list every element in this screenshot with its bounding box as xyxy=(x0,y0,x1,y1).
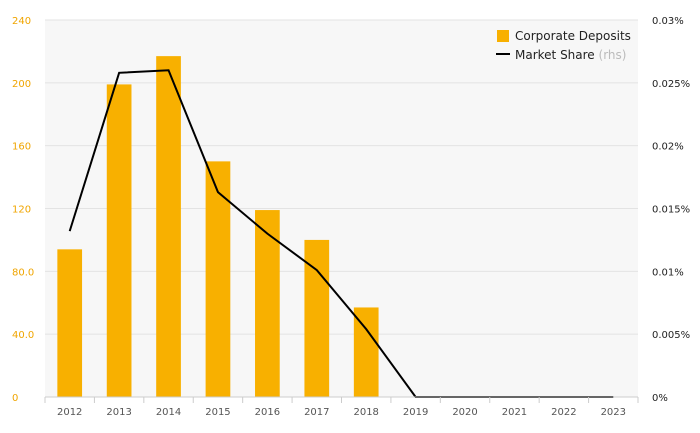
right-tick-label: 0.01% xyxy=(652,267,684,278)
x-tick-label: 2022 xyxy=(551,407,576,418)
right-tick-label: 0.03% xyxy=(652,16,684,27)
left-axis: 0 40.0 80.0 120 160 200 240 xyxy=(12,16,34,404)
x-tick-label: 2014 xyxy=(156,407,181,418)
bar-corporate-deposits xyxy=(205,161,231,397)
left-tick-label: 40.0 xyxy=(12,330,34,341)
legend-label-market-share-text: Market Share xyxy=(515,48,595,62)
bar-corporate-deposits xyxy=(156,56,181,398)
x-tick-label: 2016 xyxy=(255,407,280,418)
x-tick-label: 2017 xyxy=(304,407,329,418)
right-axis: 0% 0.005% 0.01% 0.015% 0.02% 0.025% 0.03% xyxy=(652,16,690,404)
x-tick-label: 2023 xyxy=(601,407,626,418)
legend-swatch-corporate-deposits xyxy=(497,30,509,42)
grid xyxy=(45,19,638,335)
left-tick-label: 200 xyxy=(12,79,31,90)
legend: Corporate Deposits Market Share (rhs) xyxy=(496,29,631,62)
x-tick-label: 2019 xyxy=(403,407,428,418)
bar-corporate-deposits xyxy=(57,249,83,397)
x-tick-label: 2018 xyxy=(353,407,378,418)
bar-corporate-deposits xyxy=(304,239,330,397)
x-tick-label: 2021 xyxy=(502,407,527,418)
legend-label-market-share: Market Share (rhs) xyxy=(515,48,626,62)
left-tick-label: 120 xyxy=(12,205,31,216)
right-tick-label: 0.015% xyxy=(652,205,690,216)
left-tick-label: 0 xyxy=(12,393,18,404)
left-tick-label: 80.0 xyxy=(12,267,34,278)
left-tick-label: 160 xyxy=(12,142,31,153)
bar-corporate-deposits xyxy=(255,210,280,397)
legend-label-rhs: (rhs) xyxy=(599,48,627,62)
right-tick-label: 0.005% xyxy=(652,330,690,341)
right-tick-label: 0.025% xyxy=(652,79,690,90)
bar-corporate-deposits xyxy=(353,307,379,397)
x-axis: 2012 2013 2014 2015 2016 2017 2018 2019 2020 2021… xyxy=(44,396,639,418)
x-tick-label: 2013 xyxy=(106,407,131,418)
x-tick-label: 2015 xyxy=(205,407,230,418)
left-tick-label: 240 xyxy=(12,16,31,27)
right-tick-label: 0% xyxy=(652,393,668,404)
x-tick-label: 2020 xyxy=(452,407,477,418)
x-tick-label: 2012 xyxy=(57,407,82,418)
right-tick-label: 0.02% xyxy=(652,142,684,153)
bar-corporate-deposits xyxy=(106,84,132,397)
legend-label-corporate-deposits: Corporate Deposits xyxy=(515,29,631,43)
bars xyxy=(57,56,379,398)
